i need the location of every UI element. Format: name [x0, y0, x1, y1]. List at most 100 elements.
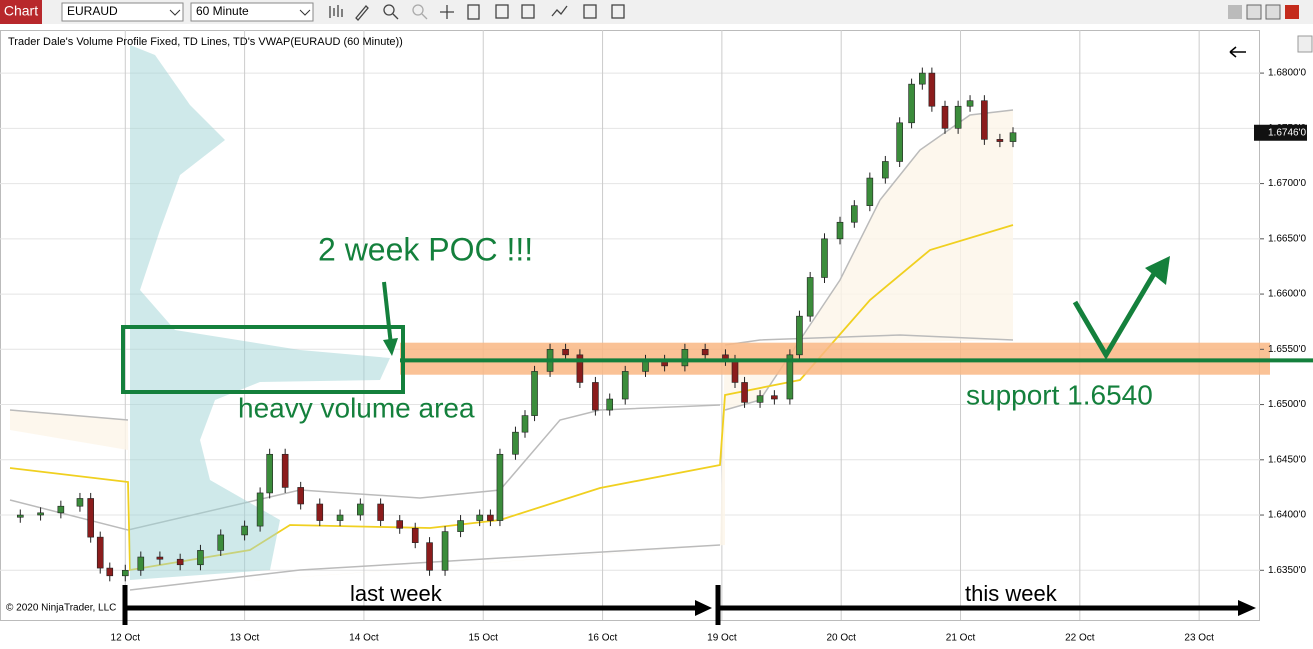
candle-body — [786, 354, 794, 400]
y-tick-label: 1.6450'0 — [1268, 454, 1306, 465]
chart-tab[interactable] — [0, 0, 42, 24]
bounce-arrow-head — [1145, 256, 1170, 285]
candle-body — [919, 72, 926, 85]
candle-body — [981, 100, 988, 140]
y-tick-label: 1.6550'0 — [1268, 344, 1306, 355]
last-week-label: last week — [350, 581, 443, 606]
interval-dropdown[interactable] — [190, 2, 314, 22]
x-tick-label: 22 Oct — [1065, 633, 1095, 644]
candle-body — [796, 315, 803, 356]
vwap-bands — [9, 109, 1014, 591]
week-arrows — [122, 585, 1240, 625]
symbol-label: EURAUD — [67, 4, 118, 18]
candle-body — [621, 371, 629, 400]
candle-body — [457, 520, 464, 532]
candle-body — [396, 520, 404, 529]
x-tick-label: 21 Oct — [946, 633, 976, 644]
candle-body — [928, 72, 936, 107]
candles — [16, 67, 1017, 582]
candle-body — [756, 395, 764, 403]
dropdown-arrow — [299, 9, 311, 16]
candle-body — [996, 139, 1004, 142]
poc-arrow — [382, 281, 393, 346]
x-tick-label: 13 Oct — [230, 633, 260, 644]
close-button[interactable] — [1285, 5, 1299, 19]
bounce-arrow — [1072, 270, 1158, 360]
indicator-title: Trader Dale's Volume Profile Fixed, TD L… — [8, 36, 403, 48]
x-tick-label: 15 Oct — [469, 633, 499, 644]
candle-body — [731, 360, 739, 383]
candle-body — [256, 492, 264, 527]
candle-body — [866, 177, 874, 206]
volume-profile — [130, 45, 390, 580]
toolbar-icons[interactable] — [329, 4, 625, 21]
last-price-label: 1.6746'0 — [1268, 127, 1306, 138]
candle-body — [87, 498, 94, 538]
x-tick-label: 16 Oct — [588, 633, 618, 644]
y-tick-label: 1.6500'0 — [1268, 399, 1306, 410]
candle-body — [336, 514, 344, 521]
candle-body — [1009, 132, 1017, 142]
candle-body — [576, 354, 584, 383]
chart-tab-label: Chart — [4, 3, 38, 19]
minimize-button[interactable] — [1246, 4, 1262, 20]
symbol-dropdown[interactable] — [61, 2, 184, 22]
candle-body — [487, 514, 494, 521]
candle-body — [76, 498, 84, 507]
interval-label: 60 Minute — [196, 4, 249, 18]
y-tick-label: 1.6650'0 — [1268, 233, 1306, 244]
candle-body — [57, 505, 65, 514]
candle-body — [121, 569, 129, 577]
candle-body — [908, 83, 915, 124]
candle-body — [821, 238, 828, 278]
dropdown-arrow — [169, 9, 181, 16]
candle-body — [316, 503, 324, 521]
candle-body — [476, 514, 483, 521]
candle-body — [606, 398, 614, 411]
x-tick-label: 12 Oct — [111, 633, 141, 644]
candle-body — [836, 221, 844, 240]
candle-body — [266, 453, 273, 494]
maximize-button[interactable] — [1265, 4, 1281, 20]
candle-body — [377, 503, 384, 521]
x-tick-label: 19 Oct — [707, 633, 737, 644]
candle-body — [896, 122, 903, 162]
last-price-box — [1254, 124, 1307, 141]
y-tick-label: 1.6350'0 — [1268, 565, 1306, 576]
candle-body — [106, 567, 114, 577]
y-tick-label: 1.6600'0 — [1268, 289, 1306, 300]
heavy-annotation: heavy volume area — [238, 392, 475, 423]
candle-body — [592, 382, 599, 411]
poc-arrow-head — [383, 338, 398, 356]
y-tick-label: 1.6800'0 — [1268, 68, 1306, 79]
candle-body — [521, 415, 529, 433]
candle-body — [156, 556, 164, 560]
window-button[interactable] — [1228, 5, 1242, 19]
candle-body — [426, 542, 433, 571]
x-tick-label: 20 Oct — [826, 633, 856, 644]
candle-body — [496, 453, 504, 521]
candle-body — [531, 371, 538, 416]
copyright: © 2020 NinjaTrader, LLC — [6, 603, 116, 614]
this-week-label: this week — [965, 581, 1058, 606]
back-arrow[interactable] — [1229, 46, 1246, 58]
candle-body — [562, 349, 569, 356]
candle-body — [771, 395, 778, 400]
x-tick-label: 14 Oct — [349, 633, 379, 644]
candle-body — [882, 161, 889, 179]
candle-body — [96, 536, 104, 569]
panel-button[interactable] — [1297, 35, 1313, 53]
y-tick-label: 1.6700'0 — [1268, 178, 1306, 189]
candle-body — [217, 534, 225, 551]
poc-annotation: 2 week POC !!! — [318, 231, 533, 267]
candle-body — [741, 382, 748, 403]
candle-body — [37, 512, 44, 516]
candle-body — [701, 349, 709, 356]
candle-body — [851, 205, 858, 223]
candle-body — [806, 277, 814, 317]
candle-body — [512, 431, 519, 455]
candle-body — [954, 105, 962, 129]
candle-body — [241, 525, 248, 536]
